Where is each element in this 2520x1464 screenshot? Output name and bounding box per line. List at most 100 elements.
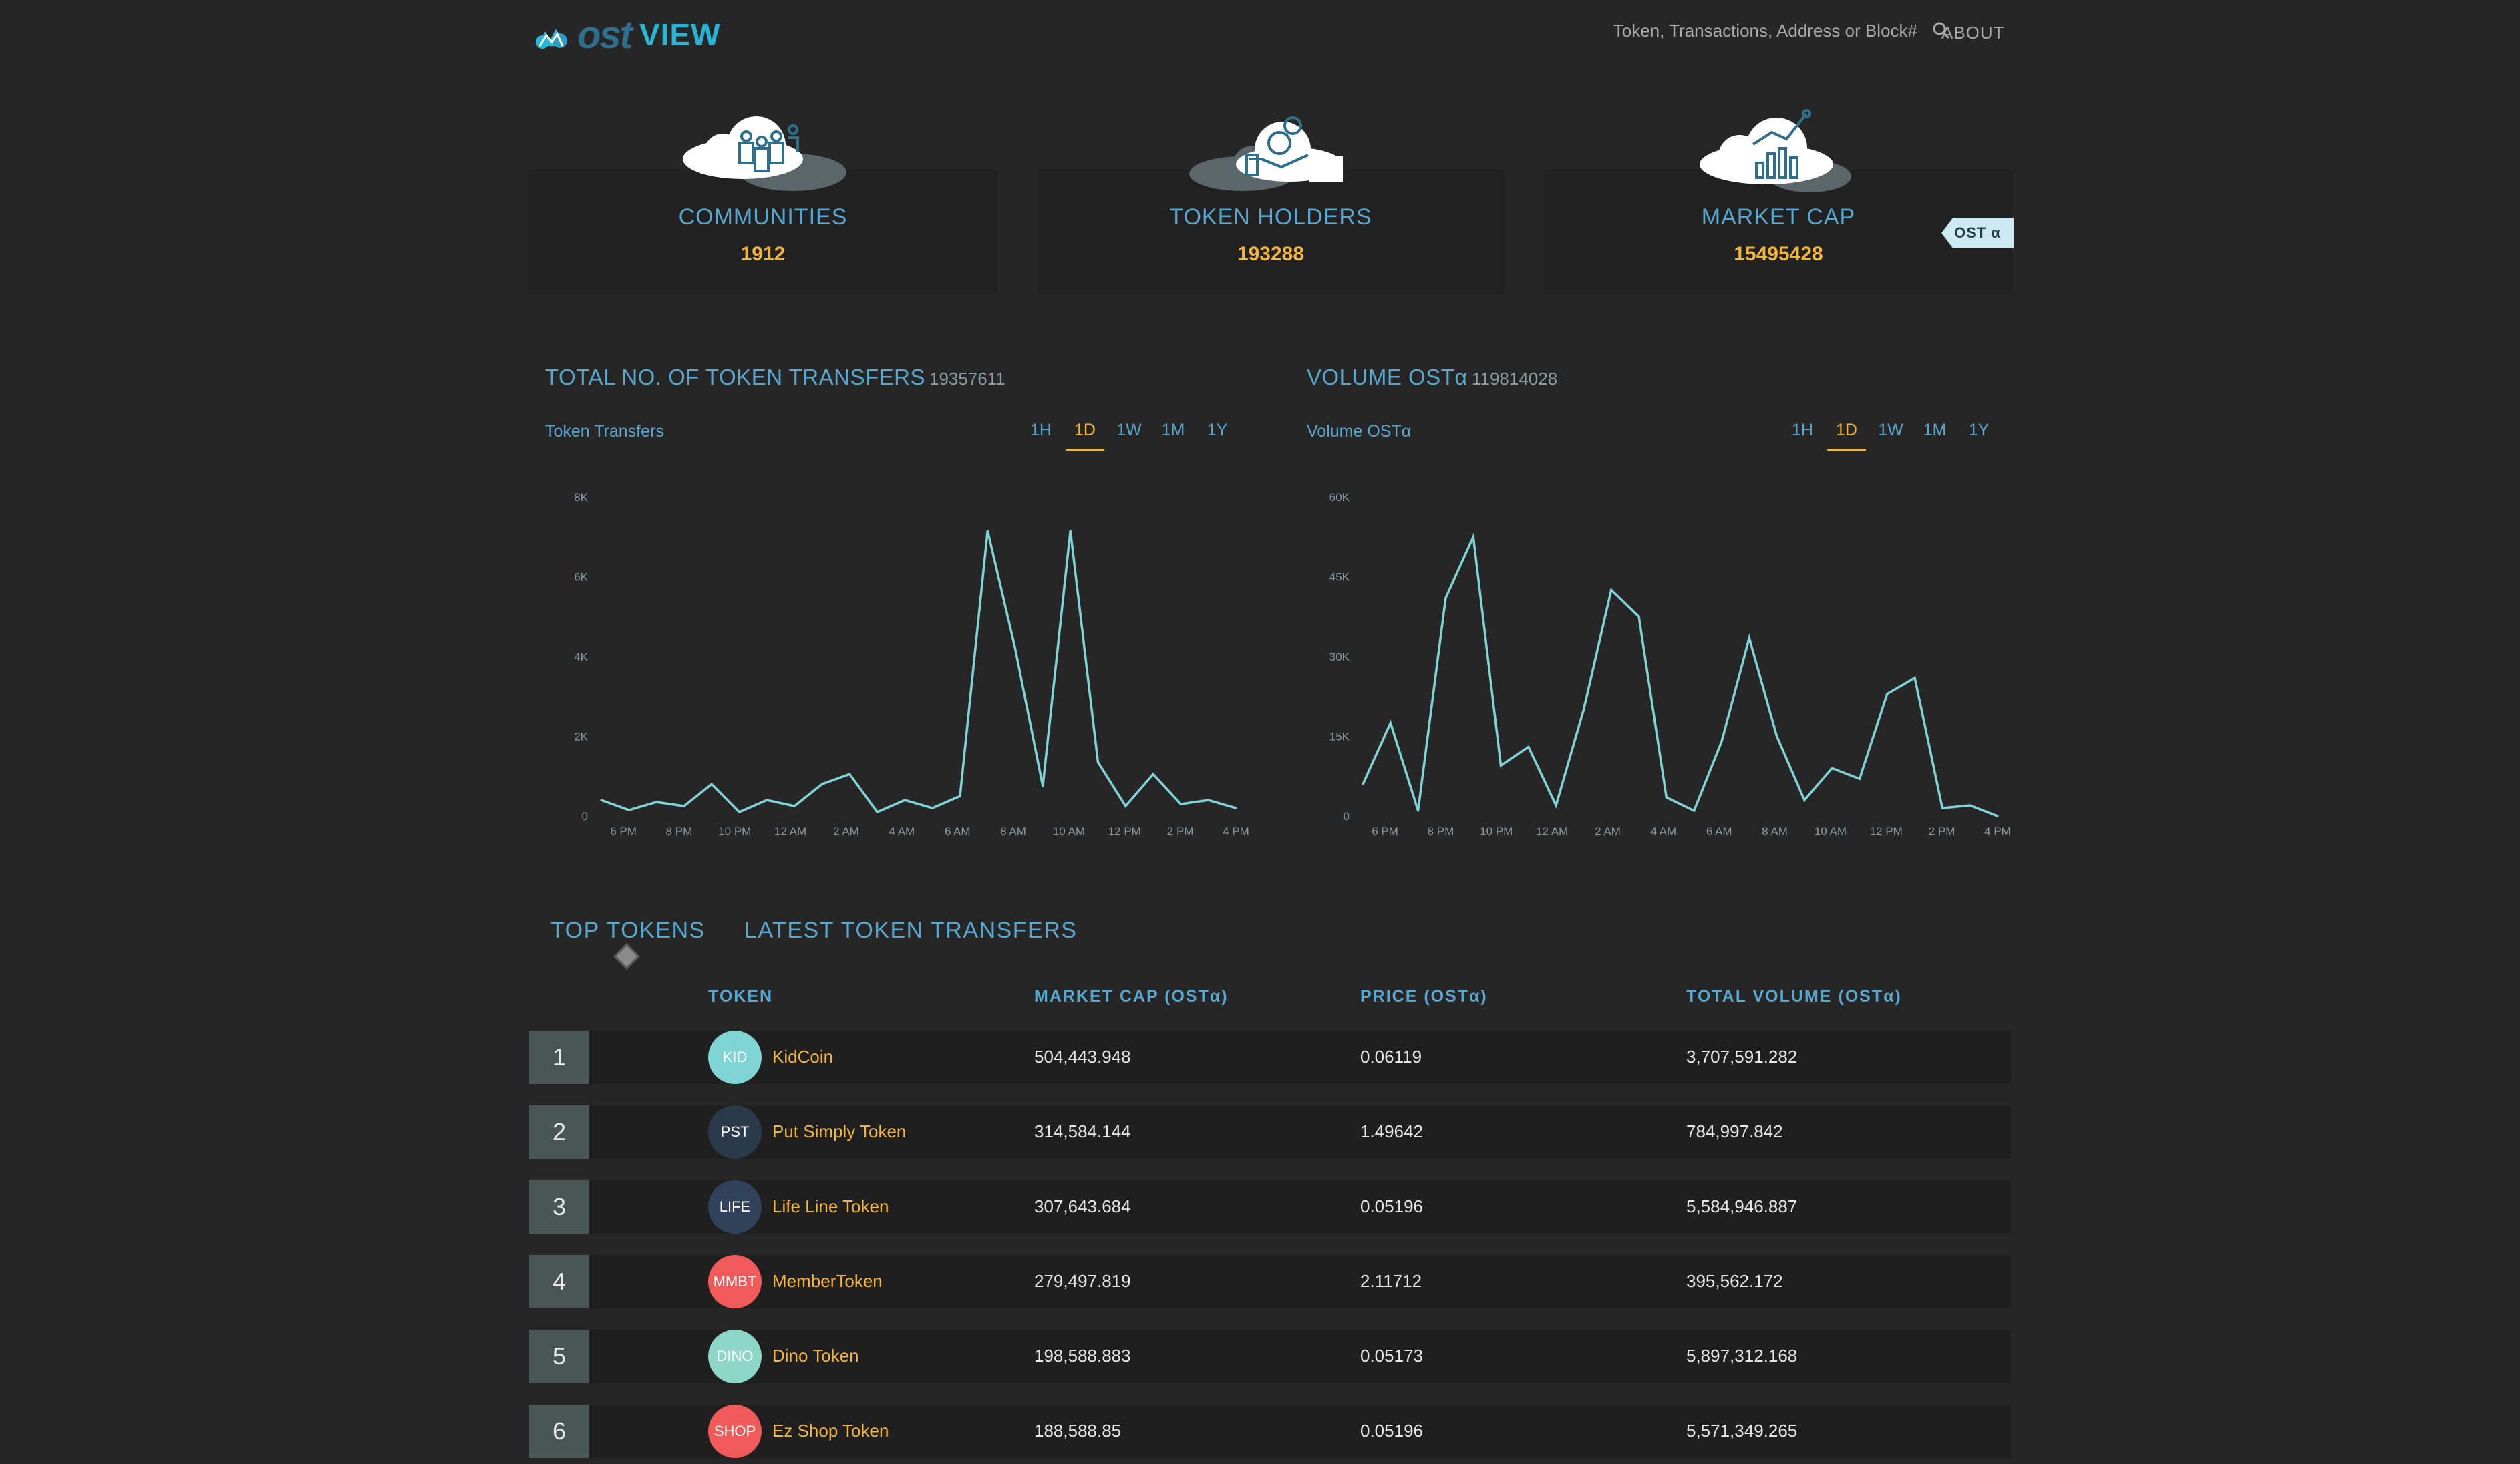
price-value: 0.05196 (1360, 1196, 1423, 1216)
y-tick-label: 60K (1329, 491, 1350, 504)
table-row[interactable]: 3 LIFE Life Line Token 307,643.684 0.051… (529, 1180, 2011, 1234)
data-point (655, 801, 658, 803)
x-tick-label: 4 PM (1223, 825, 1249, 838)
table-row[interactable]: 2 PST Put Simply Token 314,584.144 1.496… (529, 1105, 2011, 1159)
volume-chart-label: Volume OSTα (1307, 422, 1412, 441)
range-tab-1m[interactable]: 1M (1923, 421, 1947, 439)
column-header-token[interactable]: TOKEN (708, 987, 774, 1006)
price-value: 0.06119 (1360, 1047, 1422, 1067)
price-value: 0.05173 (1360, 1346, 1423, 1366)
data-point (766, 799, 768, 801)
communities-cloud-icon (683, 116, 846, 191)
rank-badge: 4 (529, 1255, 589, 1308)
y-tick-label: 15K (1329, 731, 1350, 743)
data-point (1748, 636, 1750, 639)
data-point (600, 799, 603, 801)
about-link[interactable]: ABOUT (1941, 23, 2005, 43)
table-row[interactable]: 4 MMBT MemberToken 279,497.819 2.11712 3… (529, 1255, 2011, 1308)
x-tick-label: 12 AM (774, 825, 806, 838)
transfers-title-text: TOTAL NO. OF TOKEN TRANSFERS (545, 365, 925, 389)
range-tab-1h[interactable]: 1H (1792, 421, 1813, 439)
search-icon[interactable] (1932, 21, 1951, 40)
data-point (1362, 783, 1364, 785)
price-value: 2.11712 (1360, 1271, 1422, 1291)
search-bar (1550, 17, 1951, 44)
stat-value: 1912 (740, 243, 786, 265)
column-header-price[interactable]: PRICE (OSTα) (1360, 987, 1488, 1006)
volume-line-chart: 0 15K 30K 45K 60K 6 PM 8 PM 10 PM 12 AM 2 AM 4 AM 6… (1329, 491, 2011, 838)
token-name-link[interactable]: MemberToken (772, 1271, 883, 1291)
x-tick-label: 8 AM (1762, 825, 1788, 838)
series-line (601, 530, 1237, 814)
data-point (1472, 536, 1474, 538)
market-cap-value: 279,497.819 (1034, 1271, 1131, 1291)
range-tab-1d[interactable]: 1D (1063, 421, 1107, 451)
rank-badge: 5 (529, 1330, 589, 1383)
tab-latest-token-transfers[interactable]: LATEST TOKEN TRANSFERS (744, 918, 1078, 943)
data-point (710, 783, 713, 785)
y-tick-label: 2K (574, 731, 588, 743)
token-avatar: MMBT (708, 1255, 762, 1308)
token-avatar: SHOP (708, 1405, 762, 1458)
ost-alpha-tag: OST α (1941, 218, 2014, 248)
data-point (1444, 596, 1447, 599)
data-point (1831, 767, 1833, 769)
data-point (1886, 693, 1889, 695)
data-point (1969, 804, 1972, 807)
data-point (931, 807, 934, 809)
token-avatar: DINO (708, 1330, 762, 1383)
stat-card-token-holders: TOKEN HOLDERS 193288 (1037, 170, 1505, 294)
data-point (1913, 677, 1916, 679)
token-name-link[interactable]: Dino Token (772, 1346, 859, 1366)
data-point (1042, 785, 1044, 787)
data-point (1555, 804, 1557, 807)
x-tick-label: 4 AM (889, 825, 915, 838)
token-name-link[interactable]: Life Line Token (772, 1196, 889, 1216)
range-tab-1m[interactable]: 1M (1161, 421, 1185, 439)
y-tick-label: 0 (582, 810, 588, 823)
range-tab-1d[interactable]: 1D (1825, 421, 1869, 451)
token-avatar: KID (708, 1031, 762, 1084)
data-point (1014, 647, 1017, 650)
x-tick-label: 6 AM (945, 825, 971, 838)
data-point (820, 783, 823, 785)
token-name-link[interactable]: Put Simply Token (772, 1121, 907, 1141)
table-row[interactable]: 5 DINO Dino Token 198,588.883 0.05173 5,… (529, 1330, 2011, 1383)
column-header-total-volume[interactable]: TOTAL VOLUME (OSTα) (1686, 987, 1902, 1006)
data-point (1124, 805, 1127, 807)
table-row[interactable]: 6 SHOP Ez Shop Token 188,588.85 0.05196 … (529, 1405, 2011, 1458)
range-tab-1y[interactable]: 1Y (1207, 421, 1228, 439)
range-tab-1w[interactable]: 1W (1116, 421, 1142, 439)
data-point (1693, 809, 1696, 812)
data-point (903, 799, 906, 801)
range-tab-1h[interactable]: 1H (1030, 421, 1052, 439)
tab-top-tokens[interactable]: TOP TOKENS (550, 918, 705, 943)
stat-title: TOKEN HOLDERS (1169, 204, 1372, 230)
volume-title-text: VOLUME OSTα (1307, 365, 1468, 389)
token-avatar: PST (708, 1105, 762, 1159)
token-name-link[interactable]: Ez Shop Token (772, 1421, 889, 1441)
search-input[interactable] (1569, 19, 1919, 42)
ost-view-logo[interactable]: ost VIEW (533, 13, 721, 57)
price-value: 1.49642 (1360, 1121, 1423, 1141)
logo-view-text: VIEW (639, 17, 721, 52)
range-tab-1w[interactable]: 1W (1878, 421, 1903, 439)
column-header-market-cap[interactable]: MARKET CAP (OSTα) (1034, 987, 1229, 1006)
data-point (1665, 796, 1668, 799)
stat-value: 193288 (1237, 243, 1305, 265)
x-tick-label: 2 PM (1929, 825, 1955, 838)
data-point (1803, 799, 1806, 801)
token-name-link[interactable]: KidCoin (772, 1047, 834, 1067)
x-tick-label: 12 PM (1108, 825, 1141, 838)
data-point (627, 809, 630, 811)
x-tick-label: 8 PM (666, 825, 693, 838)
volume-value: 3,707,591.282 (1686, 1047, 1798, 1067)
table-row[interactable]: 1 KID KidCoin 504,443.948 0.06119 3,707,… (529, 1031, 2011, 1084)
transfers-range-tabs: 1H 1D 1W 1M 1Y (1019, 421, 1239, 451)
rank-badge: 6 (529, 1405, 589, 1458)
cloud-logo-icon (536, 29, 567, 49)
range-tab-1y[interactable]: 1Y (1968, 421, 1990, 439)
volume-total: 119814028 (1471, 369, 1558, 389)
data-point (793, 805, 796, 807)
data-point (683, 805, 685, 807)
